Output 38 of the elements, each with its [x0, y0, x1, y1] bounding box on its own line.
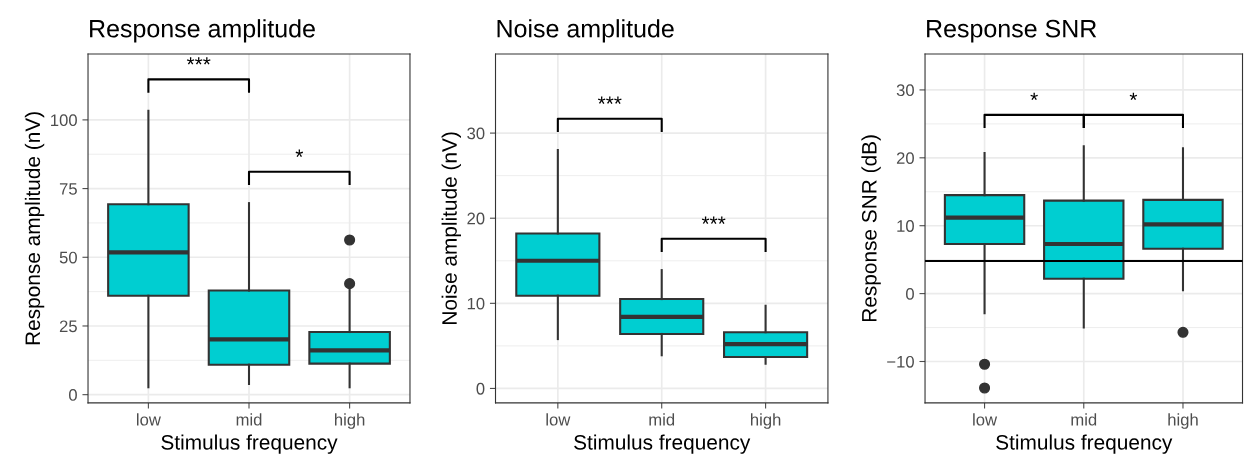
annotation: *** [186, 57, 211, 65]
x-tick-label: mid [649, 413, 675, 426]
x-axis-title: Stimulus frequency [161, 434, 338, 454]
annotation: * [1030, 92, 1038, 101]
y-tick-label: 30 [896, 84, 914, 97]
y-tick-label: 50 [59, 251, 77, 264]
y-tick-label: 10 [897, 220, 914, 232]
annotation: *** [701, 216, 726, 224]
annotation: * [1129, 92, 1138, 101]
x-tick-label: high [335, 413, 365, 429]
annotation: *** [597, 96, 622, 104]
y-axis-title: Response amplitude (nV) [24, 112, 45, 345]
chart-title: Response SNR [927, 19, 1097, 43]
y-tick-label: −10 [887, 355, 914, 368]
x-tick-label: low [137, 413, 161, 426]
chart-title: Noise amplitude [497, 19, 674, 43]
x-tick-label: high [751, 413, 781, 429]
y-axis-title: Noise amplitude (nV) [441, 132, 461, 324]
x-tick-label: mid [1071, 413, 1097, 426]
y-tick-label: 0 [906, 288, 914, 300]
chart-title: Response amplitude [90, 19, 315, 43]
y-tick-label: 20 [896, 152, 914, 165]
x-axis-title: Stimulus frequency [996, 434, 1173, 454]
y-tick-label: 75 [59, 183, 77, 195]
y-tick-label: 25 [59, 320, 77, 333]
y-axis-title: Response SNR (dB) [861, 135, 881, 322]
y-tick-label: 0 [68, 389, 77, 401]
x-tick-label: low [546, 413, 571, 426]
y-tick-label: 10 [467, 297, 485, 310]
y-tick-label: 20 [467, 212, 485, 225]
y-tick-label: 100 [51, 114, 77, 127]
annotation: * [295, 149, 304, 157]
x-axis-title: Stimulus frequency [574, 434, 751, 454]
y-tick-label: 30 [467, 127, 485, 140]
y-tick-label: 0 [476, 382, 485, 395]
x-tick-label: high [1168, 413, 1198, 429]
x-tick-label: low [973, 413, 998, 426]
x-tick-label: mid [236, 413, 262, 426]
